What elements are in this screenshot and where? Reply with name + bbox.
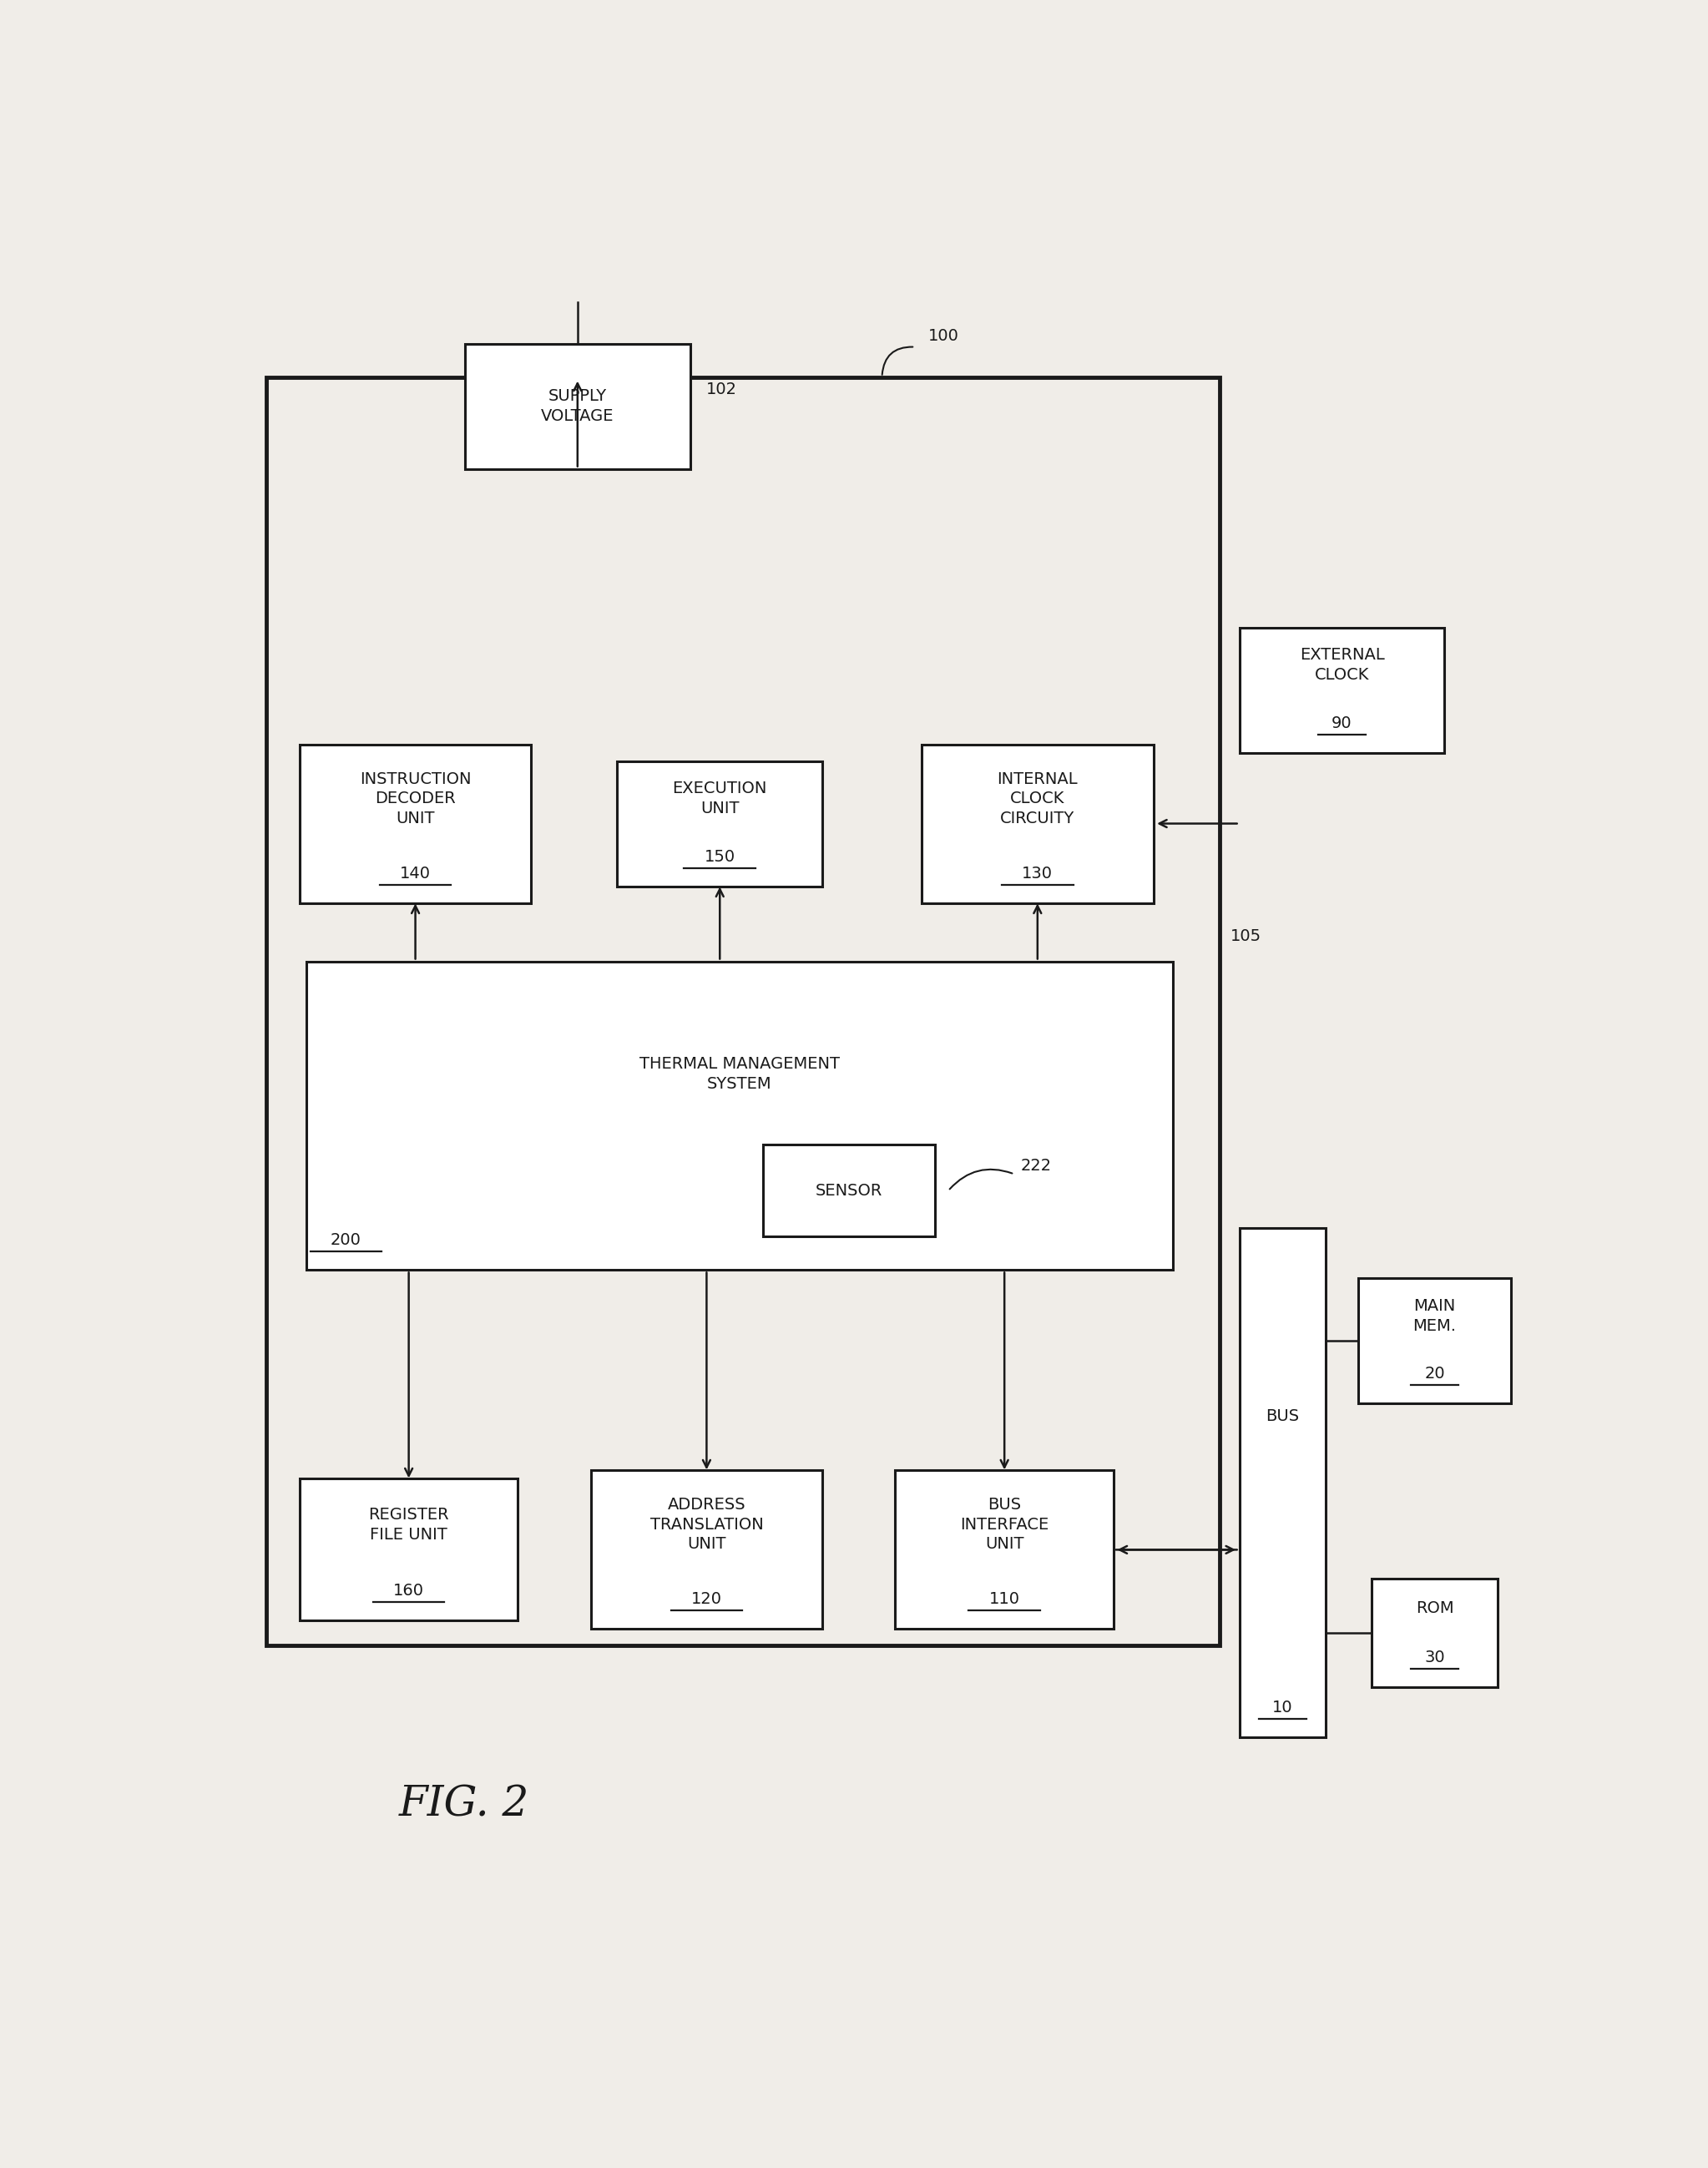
Text: 140: 140 [400,865,430,880]
Bar [617,761,823,887]
Bar [591,1470,822,1628]
Text: INTERNAL
CLOCK
CIRCUITY: INTERNAL CLOCK CIRCUITY [997,772,1078,826]
Bar [1358,1279,1512,1403]
Bar [895,1470,1114,1628]
Bar [763,1145,934,1236]
Text: 102: 102 [705,382,736,397]
Text: MAIN
MEM.: MAIN MEM. [1413,1299,1457,1333]
Text: THERMAL MANAGEMENT
SYSTEM: THERMAL MANAGEMENT SYSTEM [639,1056,840,1093]
Text: 160: 160 [393,1583,424,1600]
Bar [266,377,1220,1646]
Text: ADDRESS
TRANSLATION
UNIT: ADDRESS TRANSLATION UNIT [651,1498,763,1552]
Text: SUPPLY
VOLTAGE: SUPPLY VOLTAGE [541,388,615,425]
Bar [299,1479,518,1622]
Text: 110: 110 [989,1591,1020,1606]
Bar [1240,627,1445,752]
Text: EXTERNAL
CLOCK: EXTERNAL CLOCK [1300,648,1385,683]
Bar [306,960,1173,1270]
Text: 30: 30 [1424,1650,1445,1665]
Text: 120: 120 [692,1591,722,1606]
Text: 10: 10 [1272,1700,1293,1715]
Text: 130: 130 [1021,865,1052,880]
Text: REGISTER
FILE UNIT: REGISTER FILE UNIT [369,1507,449,1541]
Bar [1372,1578,1498,1687]
Text: EXECUTION
UNIT: EXECUTION UNIT [673,780,767,817]
Text: ROM: ROM [1416,1600,1454,1615]
Text: SENSOR: SENSOR [815,1184,883,1199]
Bar [299,744,531,902]
Text: INSTRUCTION
DECODER
UNIT: INSTRUCTION DECODER UNIT [360,772,471,826]
Text: 150: 150 [704,848,736,865]
Bar [465,345,690,468]
Bar [1240,1229,1325,1737]
Text: 222: 222 [1021,1158,1052,1173]
Bar [922,744,1153,902]
Text: 90: 90 [1332,715,1353,731]
Text: BUS
INTERFACE
UNIT: BUS INTERFACE UNIT [960,1498,1049,1552]
Text: 105: 105 [1230,928,1261,945]
Text: 200: 200 [330,1234,362,1249]
Text: 20: 20 [1424,1366,1445,1381]
Text: FIG. 2: FIG. 2 [400,1784,529,1825]
Text: BUS: BUS [1266,1409,1300,1424]
Text: 100: 100 [929,327,960,343]
